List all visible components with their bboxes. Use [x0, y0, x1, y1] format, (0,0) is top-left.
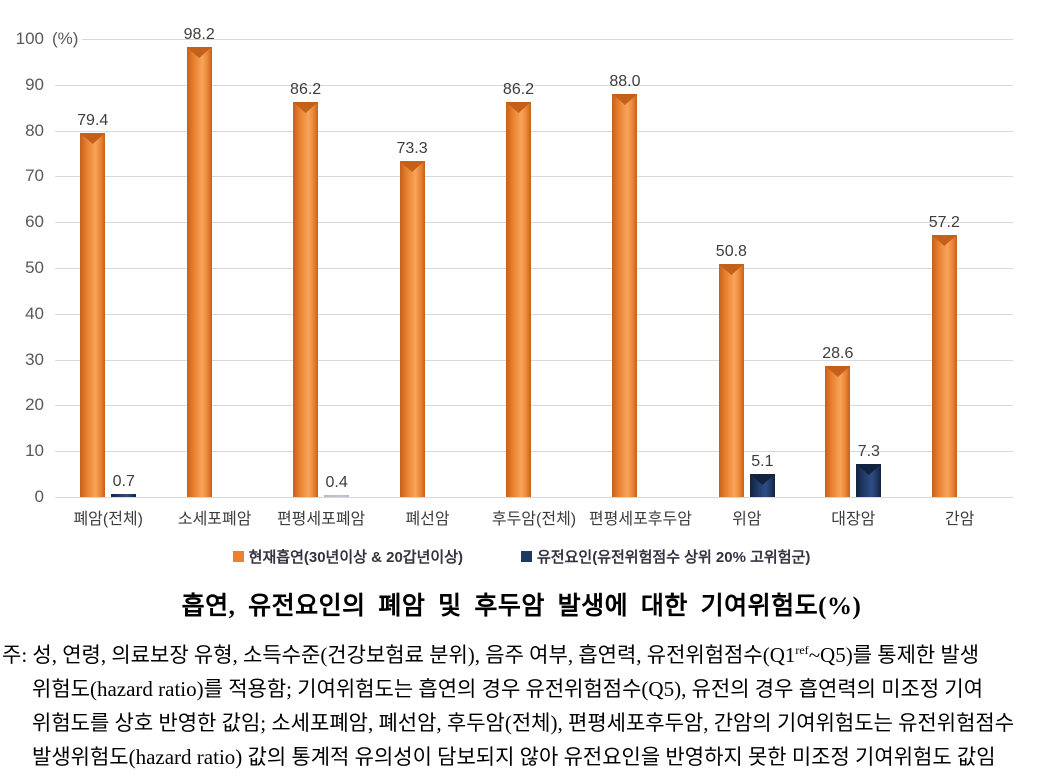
- bar-bevel-cap: [612, 94, 638, 105]
- footnote-text: ~Q5)를 통제한 발생: [808, 643, 980, 667]
- bar-series0-cat8: [931, 235, 957, 497]
- bar-value-label: 7.3: [857, 443, 880, 460]
- bar-series1-cat0: [111, 494, 137, 497]
- gridline: [55, 497, 1013, 498]
- bar-series1-cat2: [324, 495, 350, 497]
- x-axis-category-label: 편평세포후두암: [588, 511, 692, 528]
- gridline: [55, 39, 1013, 40]
- y-axis-tick-label: 70: [25, 166, 44, 186]
- bar-value-label: 0.4: [325, 474, 348, 491]
- plot-area: 0 10 20 30 40 50 60 70 80 90 100 (%) 폐암(전체) 79.4 0.7 소세…: [16, 26, 1013, 528]
- bar-series1-cat7: [856, 464, 882, 497]
- y-axis-tick-label: 100: [15, 29, 44, 48]
- gridline: [55, 359, 1013, 361]
- bar-value-label: 86.2: [502, 81, 535, 98]
- bar-value-label: 73.3: [396, 140, 428, 157]
- bar-value-label: 50.8: [715, 243, 747, 260]
- gridline: [55, 84, 1013, 86]
- bar-value-label: 88.0: [609, 73, 641, 90]
- gridline: [55, 176, 1013, 178]
- bar-value-label: 57.2: [928, 214, 960, 231]
- legend-item: 현재흡연(30년이상 & 20갑년이상): [232, 546, 463, 567]
- y-axis-tick-label: 60: [25, 212, 44, 232]
- bar-series0-cat1: [186, 47, 212, 497]
- bar-bevel-cap: [749, 474, 775, 485]
- footnote-text: 주: 성, 연령, 의료보장 유형, 소득수준(건강보험료 분위), 음주 여부…: [2, 643, 796, 667]
- footnote: 주: 성, 연령, 의료보장 유형, 소득수준(건강보험료 분위), 음주 여부…: [2, 638, 1041, 774]
- footnote-line-3: 위험도를 상호 반영한 값임; 소세포폐암, 폐선암, 후두암(전체), 편평세…: [32, 711, 1015, 735]
- x-axis-category-label: 폐암(전체): [73, 511, 143, 528]
- bar-series0-cat6: [718, 264, 744, 497]
- gridline: [55, 268, 1013, 269]
- chart-title: 흡연, 유전요인의 폐암 및 후두암 발생에 대한 기여위험도(%): [181, 593, 862, 620]
- bar-series0-cat0: [80, 133, 106, 497]
- legend-item: 유전요인(유전위험점수 상위 20% 고위험군): [521, 546, 810, 567]
- x-axis-category-label: 편평세포폐암: [276, 511, 366, 528]
- y-axis-tick-label: 30: [25, 349, 44, 369]
- bar-bevel-cap: [186, 47, 212, 58]
- footnote-line-4: 발생위험도(hazard ratio) 값의 통계적 유의성이 담보되지 않아 …: [32, 745, 996, 769]
- gridline: [55, 405, 1013, 407]
- legend-label: 유전요인(유전위험점수 상위 20% 고위험군): [537, 549, 811, 566]
- x-axis-category-label: 후두암(전체): [491, 511, 577, 528]
- y-axis-tick-label: 80: [25, 120, 44, 140]
- bar-bevel-cap: [856, 464, 882, 475]
- y-axis-tick-label: 50: [25, 258, 44, 277]
- x-axis-category-label: 폐선암: [405, 511, 450, 528]
- bar-bevel-cap: [399, 161, 425, 172]
- gridline: [55, 222, 1013, 224]
- bar-value-label: 5.1: [751, 453, 774, 470]
- y-axis-tick-label: 20: [25, 395, 44, 415]
- bar-bevel-cap: [80, 133, 106, 144]
- chart-legend: 현재흡연(30년이상 & 20갑년이상) 유전요인(유전위험점수 상위 20% 고…: [0, 546, 1043, 567]
- x-axis-category-label: 대장암: [831, 511, 876, 528]
- bar-bevel-cap: [931, 235, 957, 246]
- bar-value-label: 79.4: [77, 112, 109, 129]
- bar-series0-cat3: [399, 161, 425, 497]
- x-axis-category-label: 소세포폐암: [177, 511, 252, 528]
- bar-bevel-cap: [718, 264, 744, 275]
- x-axis-category-label: 위암: [732, 511, 762, 528]
- gridline: [55, 451, 1013, 453]
- y-axis-tick-label: 40: [25, 303, 44, 323]
- bar-series0-cat7: [825, 366, 851, 497]
- footnote-line-1: 주: 성, 연령, 의료보장 유형, 소득수준(건강보험료 분위), 음주 여부…: [2, 638, 1041, 672]
- bar-bevel-cap: [825, 366, 851, 377]
- bar-bevel-cap: [293, 102, 319, 113]
- superscript-ref: ref: [795, 643, 809, 657]
- bar-value-label: 98.2: [183, 26, 215, 43]
- gridline: [55, 130, 1013, 132]
- legend-swatch-icon: [521, 551, 532, 562]
- x-axis-category-label: 간암: [945, 511, 975, 528]
- legend-swatch-icon: [232, 551, 244, 562]
- bar-value-label: 86.2: [290, 81, 322, 98]
- gridline: [55, 313, 1013, 315]
- legend-label: 현재흡연(30년이상 & 20갑년이상): [248, 549, 463, 566]
- bar-bevel-cap: [506, 102, 531, 113]
- y-axis-tick-label: 0: [34, 487, 44, 506]
- bar-series0-cat5: [612, 94, 638, 497]
- y-axis-tick-label: 10: [25, 441, 44, 461]
- bar-series0-cat2: [293, 102, 319, 497]
- bar-value-label: 0.7: [112, 473, 135, 490]
- y-axis-tick-label: 90: [25, 74, 44, 94]
- footnote-line-2: 위험도(hazard ratio)를 적용함; 기여위험도는 흡연의 경우 유전…: [32, 677, 984, 701]
- bar-value-label: 28.6: [822, 345, 854, 362]
- bar-chart: 0 10 20 30 40 50 60 70 80 90 100 (%) 폐암(전체) 79.4 0.7 소세…: [0, 26, 1043, 567]
- bar-series1-cat6: [749, 474, 775, 497]
- bar-series0-cat4: [506, 102, 531, 497]
- y-axis-unit-label: (%): [52, 29, 83, 49]
